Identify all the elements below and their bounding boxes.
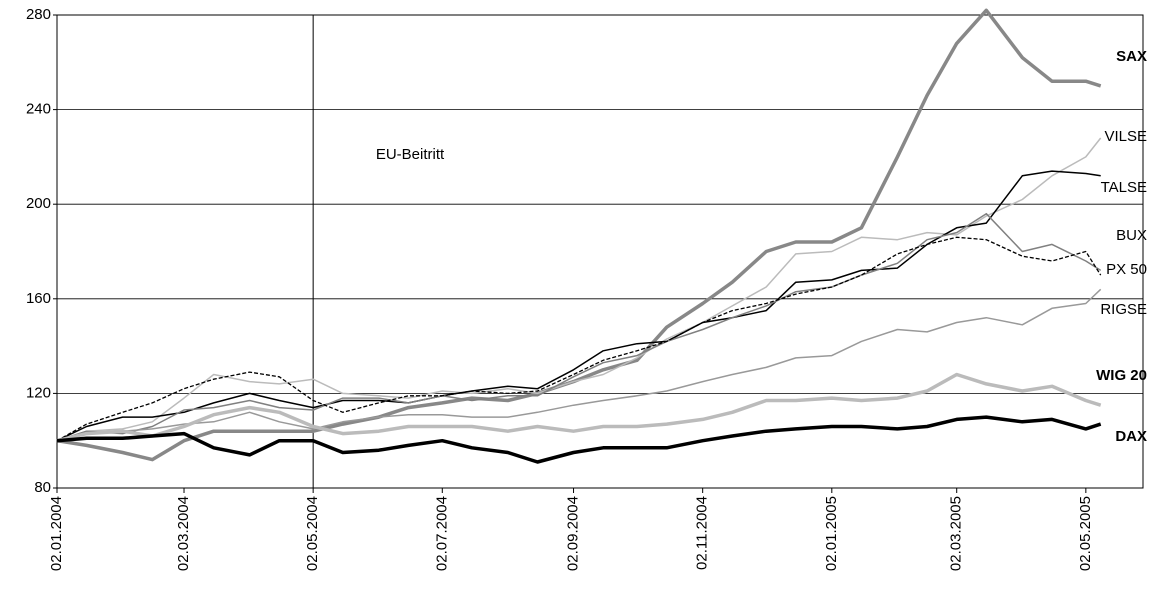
x-tick-label: 02.01.2005	[823, 496, 840, 571]
y-tick-label: 280	[26, 6, 51, 23]
x-tick-label: 02.05.2004	[304, 496, 321, 571]
y-tick-label: 200	[26, 195, 51, 212]
series-label: DAX	[1115, 428, 1147, 445]
series-label: BUX	[1116, 227, 1147, 244]
x-tick-label: 02.05.2005	[1077, 496, 1094, 571]
y-tick-label: 240	[26, 101, 51, 118]
series-line	[56, 8, 1102, 462]
x-tick-label: 02.11.2004	[694, 496, 711, 570]
x-tick-label: 02.03.2004	[175, 496, 192, 571]
annotation: EU-Beitritt	[376, 146, 445, 163]
y-tick-label: 120	[26, 384, 51, 401]
series-line	[56, 288, 1102, 442]
x-tick-label: 02.01.2004	[48, 496, 65, 571]
series-label: VILSE	[1104, 128, 1147, 145]
x-tick-label: 02.07.2004	[433, 496, 450, 571]
series-label: SAX	[1116, 48, 1147, 65]
series-line	[56, 137, 1102, 442]
plot-frame	[56, 14, 1144, 489]
series-label: PX 50	[1106, 261, 1147, 278]
series-label: RIGSE	[1100, 301, 1147, 318]
y-tick-label: 80	[34, 479, 51, 496]
series-line	[56, 212, 1102, 442]
x-tick-label: 02.09.2004	[565, 496, 582, 571]
series-line	[56, 415, 1102, 464]
series-label: TALSE	[1101, 179, 1147, 196]
series-line	[56, 170, 1101, 442]
y-tick-label: 160	[26, 290, 51, 307]
series-line	[56, 372, 1102, 443]
x-tick-label: 02.03.2005	[948, 496, 965, 571]
series-line	[56, 236, 1102, 442]
series-label: WIG 20	[1096, 367, 1147, 384]
